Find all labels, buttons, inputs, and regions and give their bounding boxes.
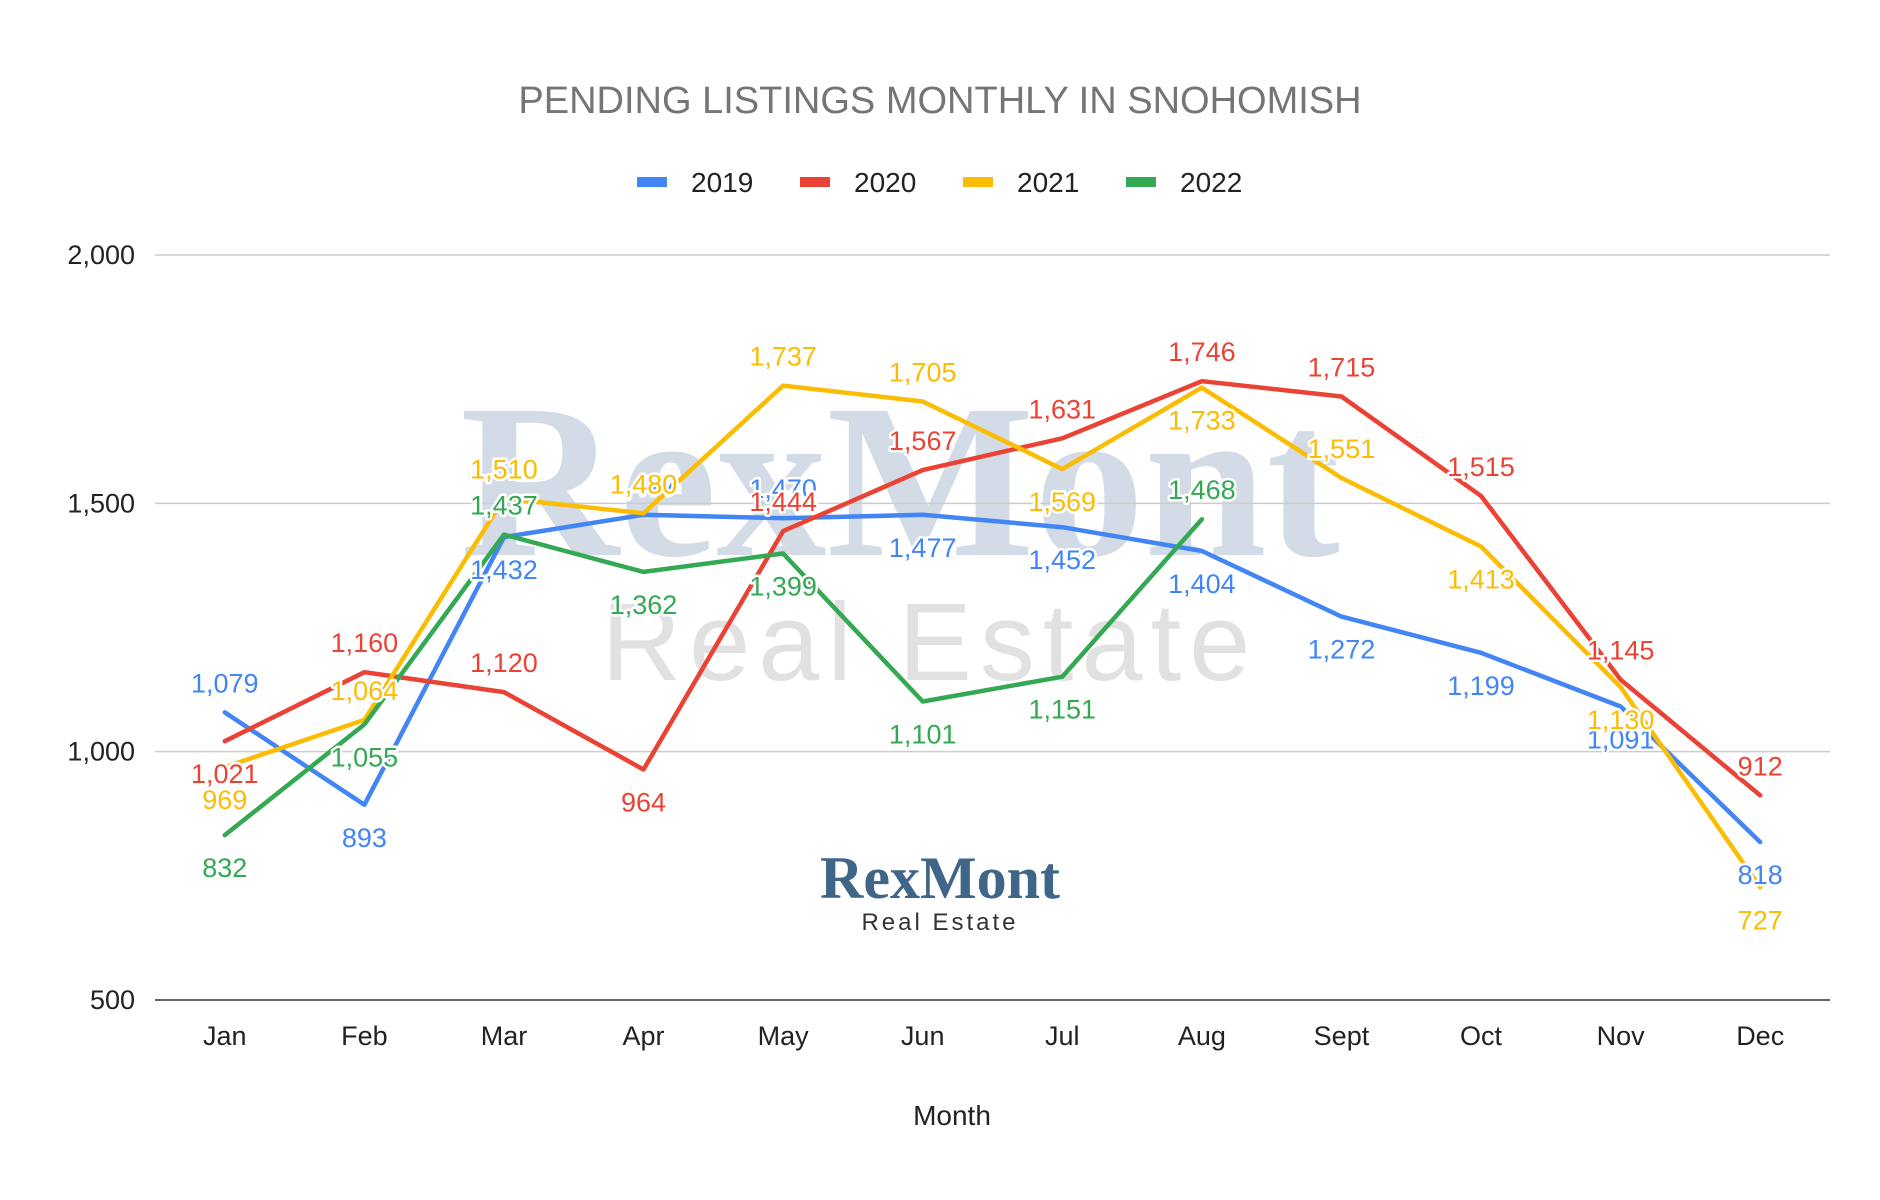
data-label-2020: 1,715 [1308,353,1376,383]
y-axis-ticks: 500 1,000 1,500 2,000 [67,240,135,1015]
data-label-2021: 727 [1738,905,1783,935]
series-lines [222,378,1763,890]
data-label-2019: 1,404 [1168,569,1236,599]
data-label-2021: 1,737 [749,342,817,372]
y-tick-label: 500 [90,985,135,1015]
data-label-2021: 969 [202,785,247,815]
legend-label-2022: 2022 [1180,167,1242,198]
legend-label-2021: 2021 [1017,167,1079,198]
chart-title: PENDING LISTINGS MONTHLY IN SNOHOMISH [518,80,1361,122]
data-label-2021: 1,551 [1308,434,1376,464]
data-label-2021: 1,064 [331,676,399,706]
legend-label-2019: 2019 [691,167,753,198]
data-label-2019: 1,477 [889,533,957,563]
data-label-2019: 1,470 [749,474,817,504]
data-label-2020: 964 [621,788,666,818]
series-line-2022 [222,516,1205,838]
data-label-2020: 1,145 [1587,636,1655,666]
data-label-2022: 1,362 [610,590,678,620]
data-label-2020: 1,515 [1447,452,1515,482]
chart-legend: 2019 2020 2021 2022 [637,167,1242,198]
data-label-2019: 818 [1738,860,1783,890]
data-label-2019: 1,432 [470,555,538,585]
series-line-2020 [222,378,1763,798]
legend-swatch-2020 [800,177,830,187]
x-tick-label: Dec [1736,1021,1784,1051]
data-label-2022: 1,151 [1029,695,1097,725]
x-tick-label: Jun [901,1021,945,1051]
legend-swatch-2021 [963,177,993,187]
data-label-2019: 1,477 [610,471,678,501]
data-label-2019: 1,199 [1447,671,1515,701]
data-label-2022: 1,468 [1168,475,1236,505]
y-tick-label: 1,500 [67,488,135,518]
series-line-2021 [222,383,1763,890]
chart-gridlines [155,254,1830,1001]
y-tick-label: 2,000 [67,240,135,270]
x-tick-label: Aug [1178,1021,1226,1051]
data-label-2020: 1,444 [749,487,817,517]
data-label-2020: 1,631 [1029,394,1097,424]
x-tick-label: Feb [341,1021,388,1051]
x-axis-ticks: Jan Feb Mar Apr May Jun Jul Aug Sept Oct Nov Dec [203,1021,1784,1051]
data-label-2021: 1,130 [1587,705,1655,735]
data-label-2020: 1,567 [889,426,957,456]
data-label-2020: 1,160 [331,628,399,658]
x-tick-label: Jan [203,1021,247,1051]
data-label-2022: 1,101 [889,720,957,750]
legend-swatch-2019 [637,177,667,187]
data-label-2019: 1,091 [1587,724,1655,754]
data-label-2019: 1,452 [1029,545,1097,575]
x-tick-label: Jul [1045,1021,1080,1051]
watermark-tagline: Real Estate [602,581,1259,704]
x-tick-label: Sept [1314,1021,1370,1051]
data-labels: 1,079 893 1,432 1,477 1,470 1,477 1,452 1,404 1,… [189,335,1786,938]
y-tick-label: 1,000 [67,737,135,767]
data-label-2020: 1,120 [470,648,538,678]
x-tick-label: Oct [1460,1021,1503,1051]
data-label-2020: 1,746 [1168,337,1236,367]
data-label-2020: 912 [1738,751,1783,781]
data-label-2021: 1,569 [1029,487,1097,517]
legend-swatch-2022 [1126,177,1156,187]
data-label-2019: 1,079 [191,668,259,698]
data-label-2019: 893 [342,823,387,853]
data-label-2020: 1,021 [191,759,259,789]
x-axis-title: Month [913,1100,991,1131]
data-label-2021: 1,480 [610,469,678,499]
data-label-2021: 1,705 [889,358,957,388]
data-label-2021: 1,510 [470,454,538,484]
data-label-2022: 1,055 [331,742,399,772]
data-label-2021: 1,413 [1447,565,1515,595]
data-label-2021: 1,733 [1168,406,1236,436]
data-label-2022: 1,437 [470,491,538,521]
legend-label-2020: 2020 [854,167,916,198]
x-tick-label: May [758,1021,810,1051]
data-label-2022: 1,399 [749,571,817,601]
data-label-2019: 1,272 [1308,635,1376,665]
series-line-2019 [222,512,1763,845]
x-tick-label: Apr [623,1021,665,1051]
logo-brand: RexMont [820,845,1060,911]
data-label-2022: 832 [202,853,247,883]
x-tick-label: Nov [1597,1021,1646,1051]
x-tick-label: Mar [481,1021,528,1051]
logo-tagline: Real Estate [861,909,1018,936]
